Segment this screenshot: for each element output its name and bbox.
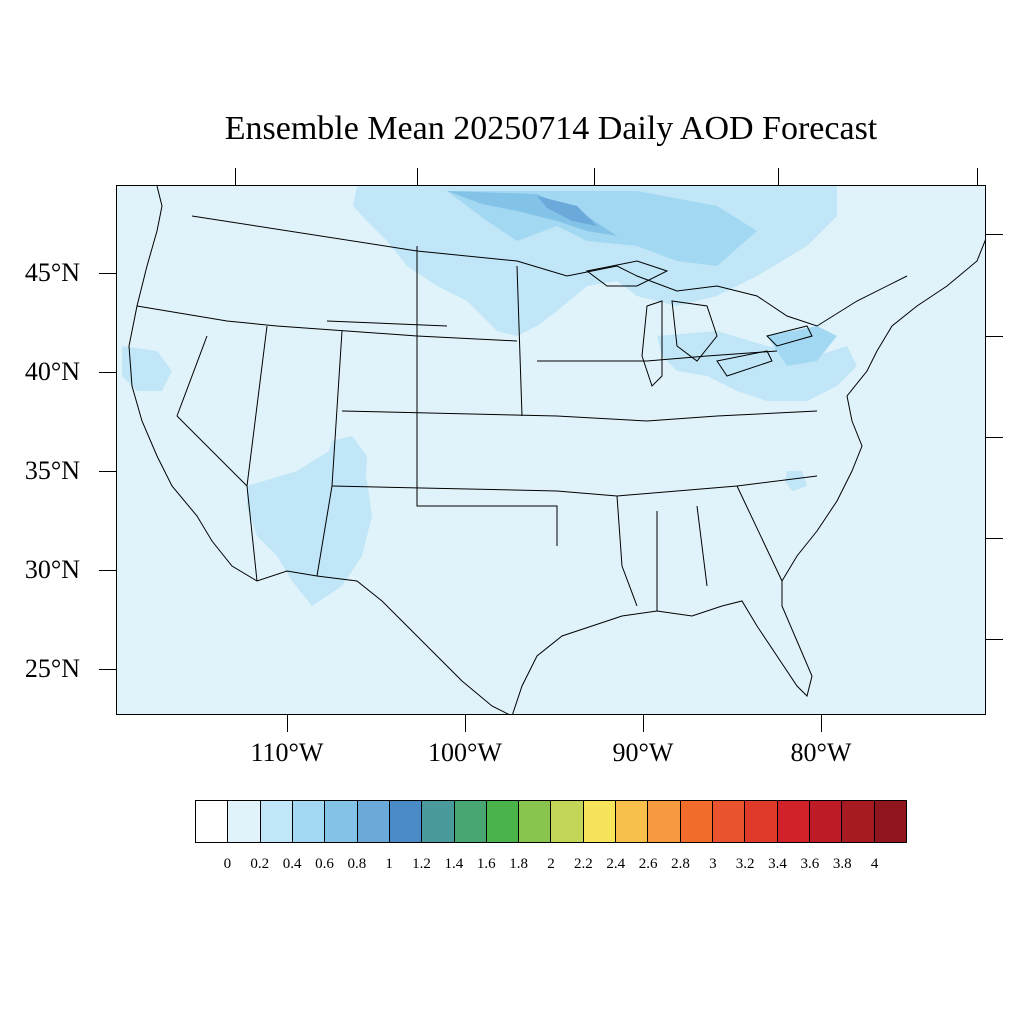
colorbar-label: 0.4 xyxy=(282,856,302,872)
colorbar-swatch xyxy=(874,801,906,842)
country-outline xyxy=(128,186,985,714)
great-lakes xyxy=(585,260,813,387)
top-tick xyxy=(235,168,236,185)
colorbar-label: 3.6 xyxy=(800,856,820,872)
colorbar-label: 2.8 xyxy=(671,856,690,872)
colorbar-swatch xyxy=(648,801,681,842)
colorbar-swatch xyxy=(616,801,649,842)
bottom-tick xyxy=(821,715,822,732)
map-title: Ensemble Mean 20250714 Daily AOD Forecas… xyxy=(224,110,878,147)
colorbar-label: 1.2 xyxy=(412,856,431,872)
right-tick xyxy=(986,234,1003,235)
colorbar-swatch xyxy=(680,801,713,842)
colorbar-label: 1.6 xyxy=(476,856,496,872)
colorbar-labels: 0 0.2 0.4 0.6 0.8 1 1.2 1.4 1.6 1.8 2 2.2 2.4 2.6 2.8 3… xyxy=(0,856,1024,876)
right-tick xyxy=(986,538,1003,539)
colorbar-swatch xyxy=(422,801,455,842)
colorbar-swatch xyxy=(842,801,875,842)
top-tick xyxy=(594,168,595,185)
colorbar-label: 0.8 xyxy=(347,856,367,872)
colorbar-swatch xyxy=(325,801,358,842)
colorbar-swatch xyxy=(551,801,584,842)
colorbar-label: 1 xyxy=(385,856,393,872)
lon-label: 100°W xyxy=(428,738,502,767)
colorbar-label: 2.6 xyxy=(638,856,658,872)
colorbar-label: 2 xyxy=(547,856,555,872)
plume-east xyxy=(767,326,837,366)
lat-label: 30°N xyxy=(24,555,80,584)
right-tick xyxy=(986,336,1003,337)
left-tick xyxy=(99,570,116,571)
colorbar-label: 2.4 xyxy=(606,856,626,872)
top-tick xyxy=(778,168,779,185)
lon-label: 110°W xyxy=(250,738,324,767)
colorbar-swatch xyxy=(745,801,778,842)
left-tick xyxy=(99,669,116,670)
colorbar-swatch xyxy=(357,801,390,842)
map-panel xyxy=(116,185,986,715)
bottom-tick xyxy=(465,715,466,732)
colorbar-swatch xyxy=(454,801,487,842)
plume-southeast-spot xyxy=(785,471,807,491)
colorbar-swatch xyxy=(519,801,552,842)
lat-label: 35°N xyxy=(24,456,80,485)
right-tick xyxy=(986,639,1003,640)
colorbar-label: 1.4 xyxy=(444,856,464,872)
lat-label: 45°N xyxy=(24,258,80,287)
colorbar-label: 3.8 xyxy=(832,856,852,872)
colorbar-swatch xyxy=(260,801,293,842)
plume-canada-dark xyxy=(447,191,617,236)
colorbar-swatch xyxy=(777,801,810,842)
plume-west-coast xyxy=(122,346,172,391)
colorbar xyxy=(195,800,907,843)
colorbar-swatch xyxy=(486,801,520,842)
colorbar-label: 0.2 xyxy=(250,856,270,872)
lat-label: 25°N xyxy=(24,654,80,683)
right-tick xyxy=(986,437,1003,438)
colorbar-label: 0.6 xyxy=(315,856,334,872)
lon-label: 90°W xyxy=(612,738,674,767)
colorbar-label: 0 xyxy=(223,856,232,872)
left-tick xyxy=(99,372,116,373)
colorbar-label: 2.2 xyxy=(573,856,593,872)
colorbar-swatch xyxy=(389,801,423,842)
top-tick xyxy=(417,168,418,185)
lat-label: 40°N xyxy=(24,357,80,386)
colorbar-swatch xyxy=(713,801,746,842)
colorbar-swatch xyxy=(228,801,261,842)
bottom-tick xyxy=(287,715,288,732)
colorbar-swatch xyxy=(292,801,326,842)
left-tick xyxy=(99,471,116,472)
colorbar-label: 1.8 xyxy=(509,856,528,872)
top-tick xyxy=(977,168,978,185)
colorbar-label: 3.4 xyxy=(768,856,787,872)
colorbar-label: 3 xyxy=(709,856,717,872)
conus-map xyxy=(122,186,985,714)
colorbar-swatch xyxy=(809,801,843,842)
left-tick xyxy=(99,273,116,274)
colorbar-label: 3.2 xyxy=(735,856,755,872)
lon-label: 80°W xyxy=(790,738,852,767)
colorbar-swatch xyxy=(583,801,617,842)
plume-canada-darkest xyxy=(537,196,597,226)
colorbar-label: 4 xyxy=(870,856,879,872)
colorbar-swatch xyxy=(196,801,229,842)
bottom-tick xyxy=(643,715,644,732)
aod-plumes xyxy=(122,186,857,606)
